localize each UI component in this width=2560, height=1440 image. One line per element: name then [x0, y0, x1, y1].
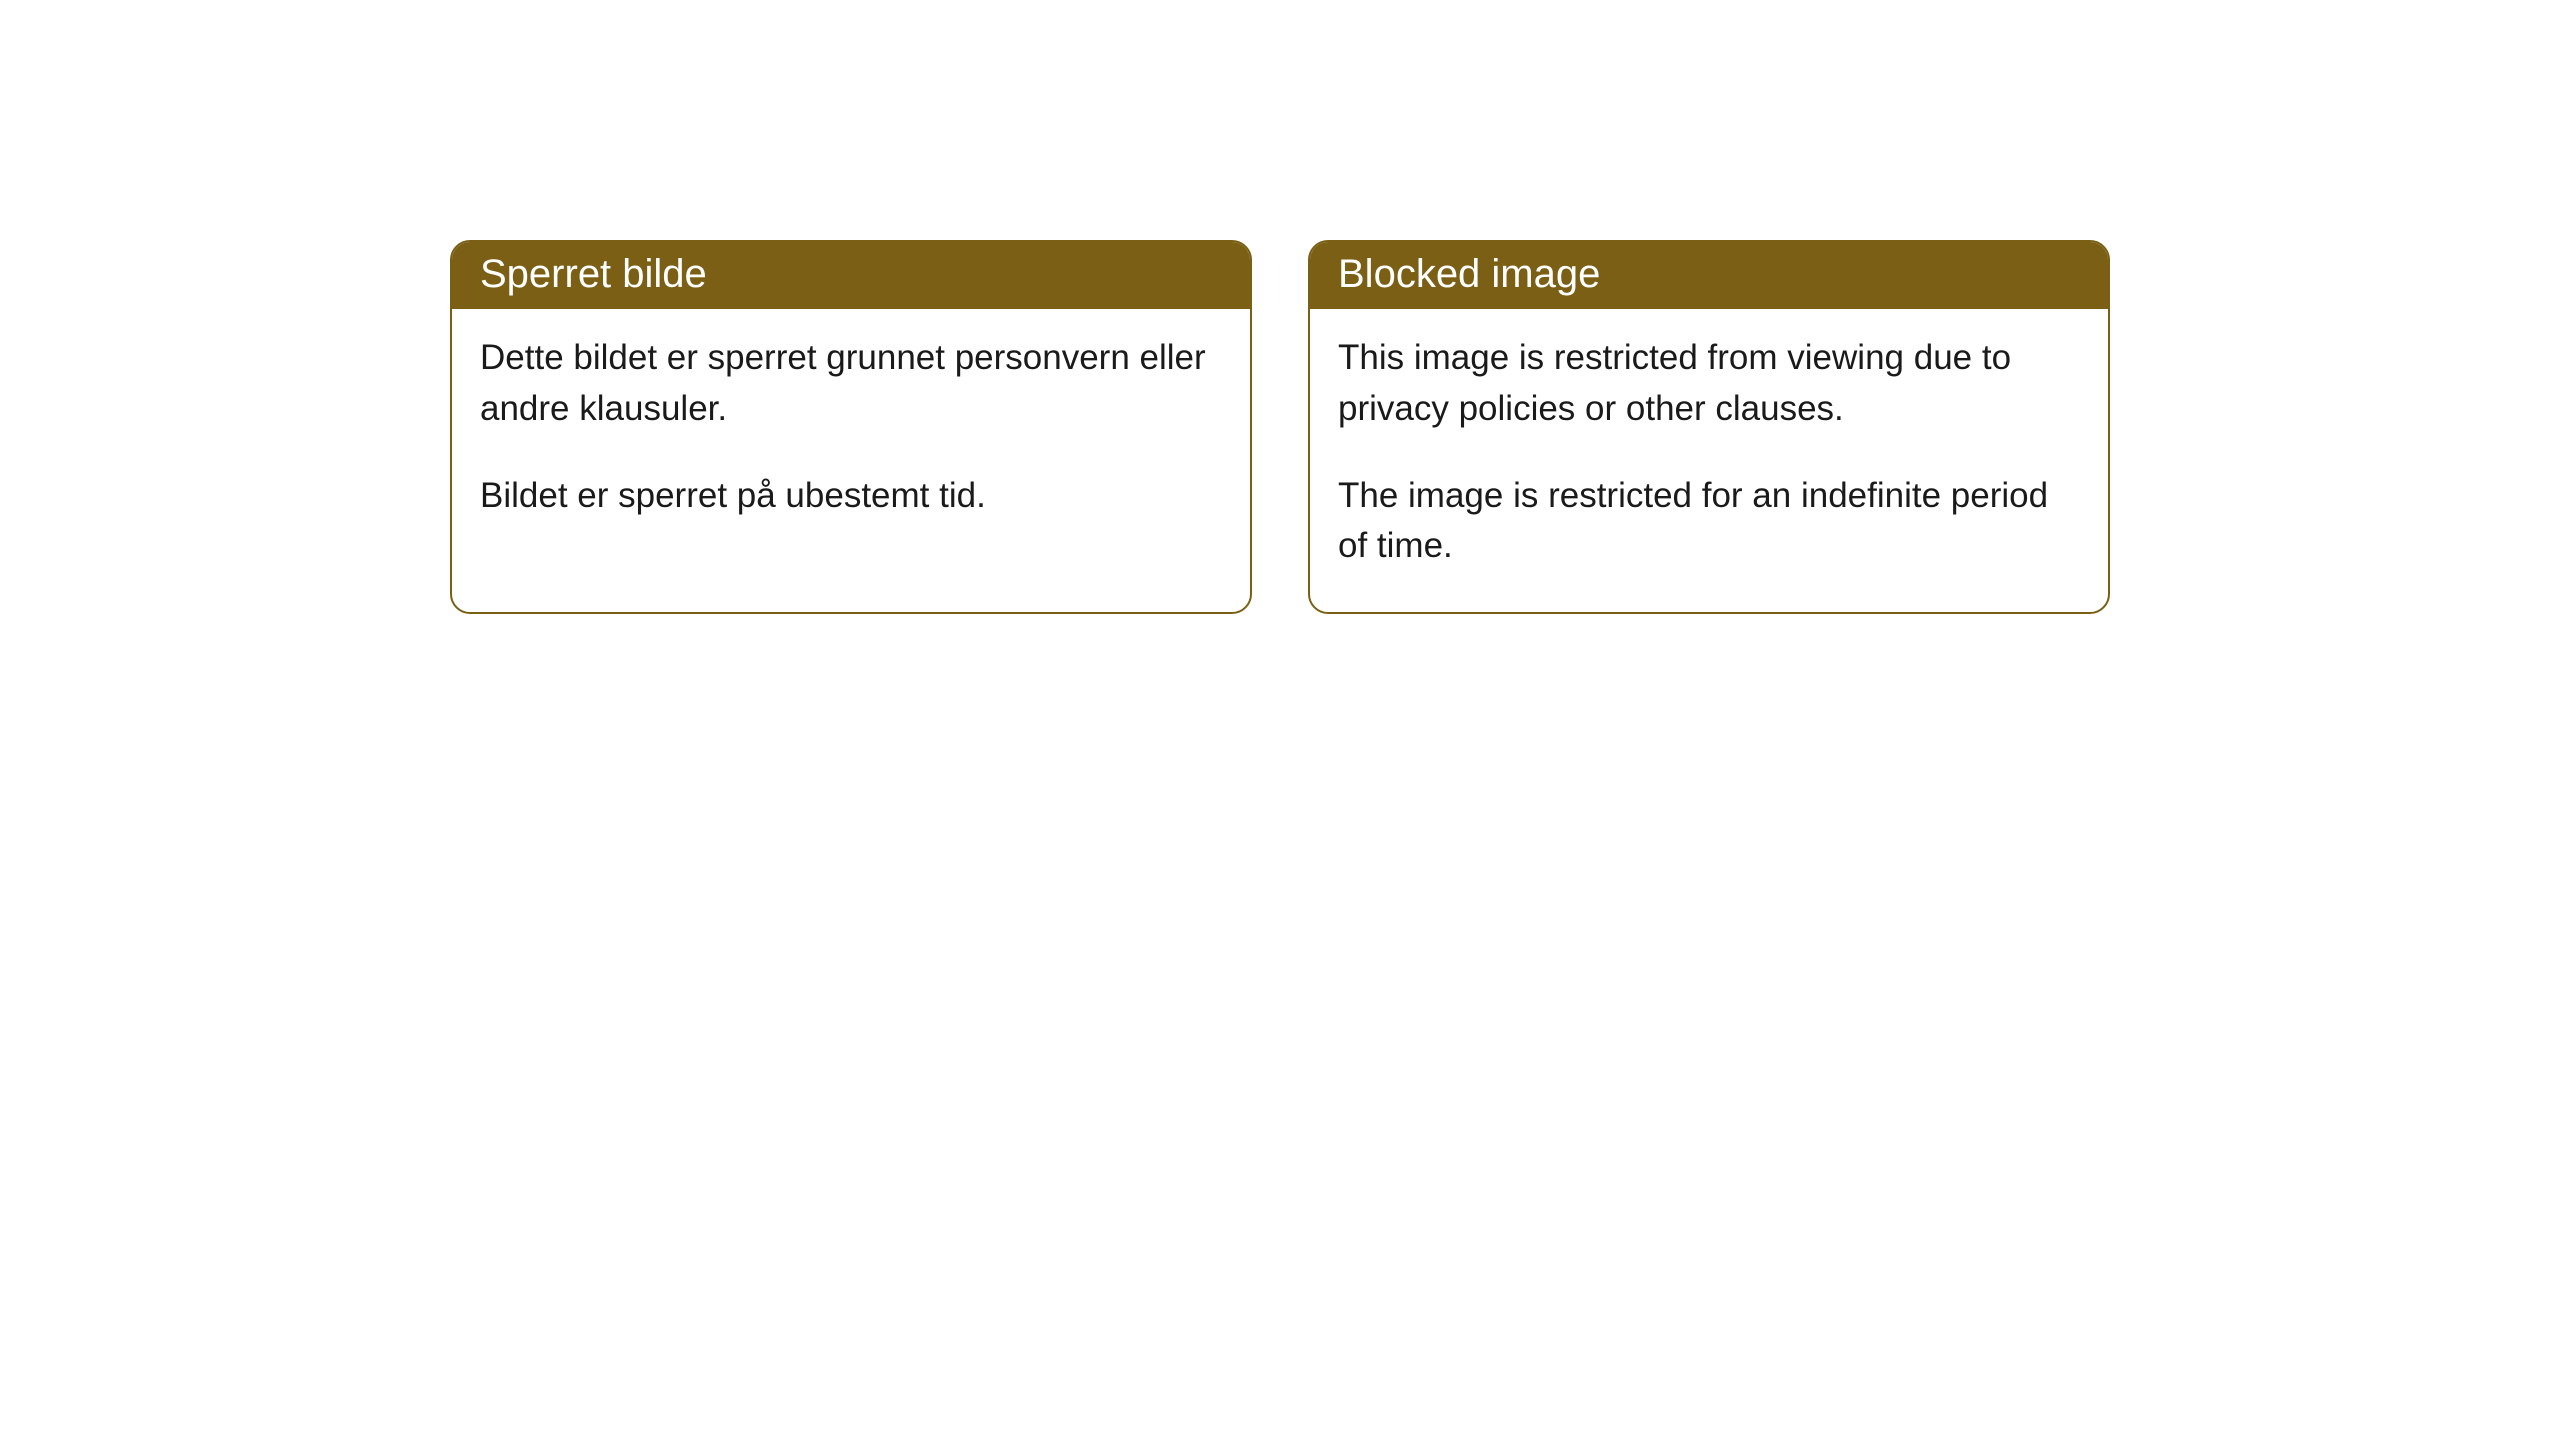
card-header: Sperret bilde	[452, 242, 1250, 309]
blocked-image-card-english: Blocked image This image is restricted f…	[1308, 240, 2110, 614]
card-body: This image is restricted from viewing du…	[1310, 309, 2108, 612]
card-paragraph-2: The image is restricted for an indefinit…	[1338, 471, 2080, 573]
card-title: Sperret bilde	[480, 252, 707, 296]
cards-container: Sperret bilde Dette bildet er sperret gr…	[0, 0, 2560, 614]
card-paragraph-1: This image is restricted from viewing du…	[1338, 333, 2080, 435]
card-paragraph-1: Dette bildet er sperret grunnet personve…	[480, 333, 1222, 435]
card-title: Blocked image	[1338, 252, 1600, 296]
card-header: Blocked image	[1310, 242, 2108, 309]
card-body: Dette bildet er sperret grunnet personve…	[452, 309, 1250, 561]
card-paragraph-2: Bildet er sperret på ubestemt tid.	[480, 471, 1222, 522]
blocked-image-card-norwegian: Sperret bilde Dette bildet er sperret gr…	[450, 240, 1252, 614]
